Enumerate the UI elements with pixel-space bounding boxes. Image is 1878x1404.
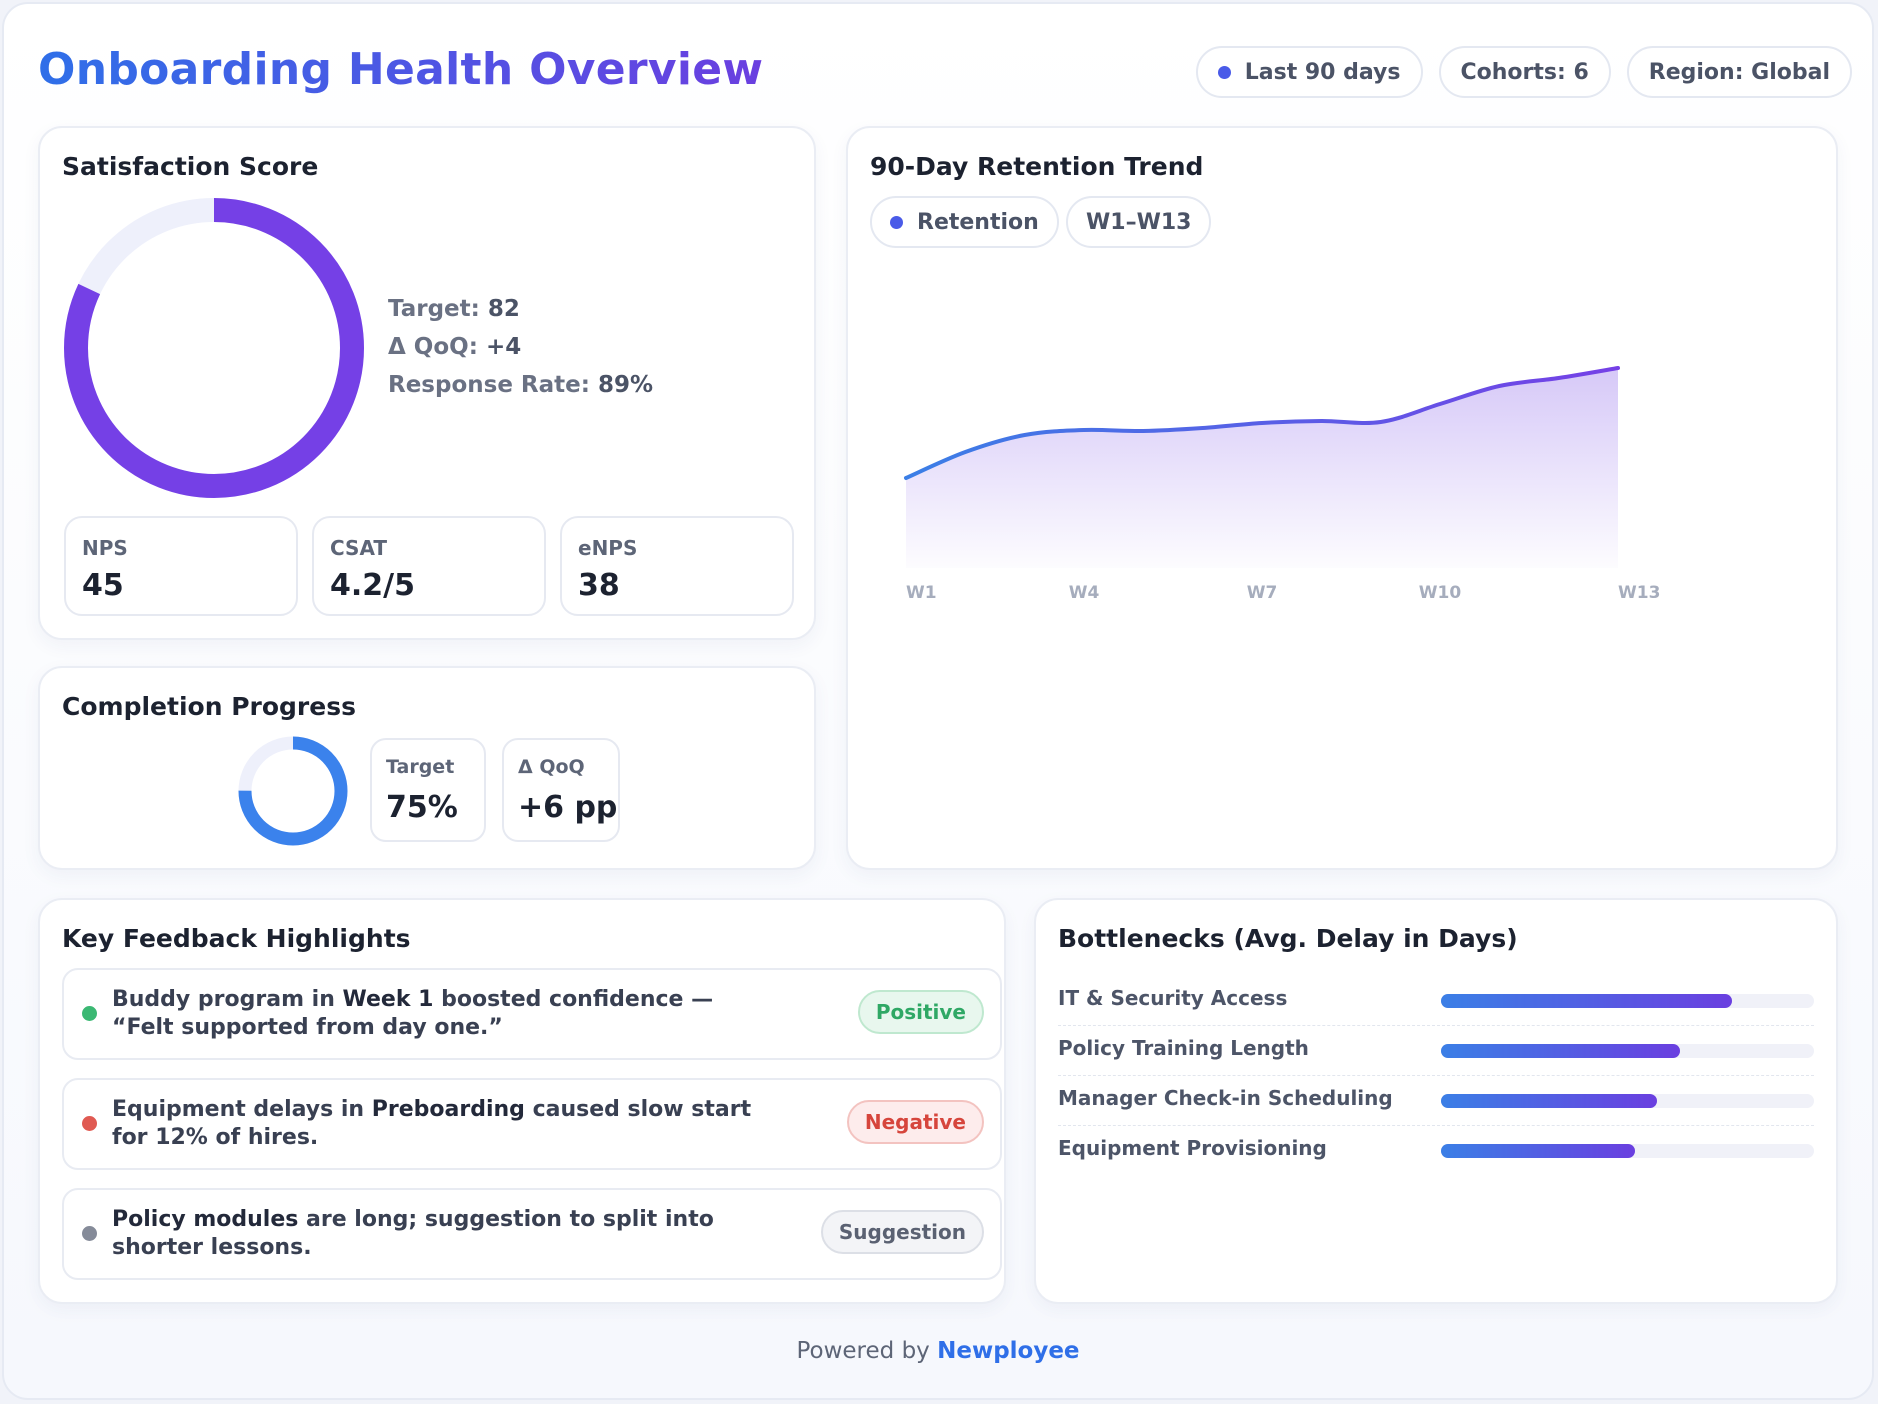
filter-cohorts-pill[interactable]: Cohorts: 6 (1438, 46, 1611, 98)
feedback-suggestion-dot-icon (82, 1226, 97, 1241)
bottleneck-bar (1441, 1094, 1658, 1108)
feedback-text: Policy modules are long; suggestion to s… (112, 1207, 714, 1260)
bottleneck-row: Manager Check-in Scheduling (1058, 1076, 1814, 1126)
metric-tile-enps: eNPS 38 (560, 516, 794, 616)
satisfaction-target: Target: 82 (388, 296, 520, 322)
bottleneck-row: IT & Security Access (1058, 976, 1814, 1026)
x-tick-label: W7 (1247, 583, 1278, 603)
x-tick-label: W4 (1069, 583, 1100, 603)
completion-card: Completion Progress Target 75% Δ QoQ +6 … (38, 666, 816, 870)
footer-prefix: Powered by (796, 1338, 930, 1364)
filter-region-label: Region: Global (1648, 59, 1830, 85)
filter-bar: Last 90 days Cohorts: 6 Region: Global (1195, 46, 1852, 98)
completion-qoq-label: Δ QoQ (518, 756, 585, 778)
footer: Powered by Newployee (4, 1338, 1872, 1364)
completion-target-box: Target 75% (370, 738, 486, 842)
bottleneck-bar (1441, 994, 1732, 1008)
retention-line (904, 366, 1620, 480)
feedback-positive-dot-icon (82, 1006, 97, 1021)
feedback-card: Key Feedback Highlights Buddy program in… (38, 898, 1006, 1304)
bottleneck-track (1441, 994, 1814, 1008)
metric-value: 45 (82, 568, 124, 603)
completion-donut-arc (238, 736, 348, 846)
feedback-item[interactable]: Equipment delays in Preboarding caused s… (62, 1078, 1002, 1170)
bottleneck-label: IT & Security Access (1058, 986, 1288, 1010)
metric-label: NPS (82, 536, 128, 560)
completion-target-label: Target (386, 756, 455, 778)
status-dot-icon (1217, 65, 1231, 79)
satisfaction-qoq: Δ QoQ: +4 (388, 334, 522, 360)
bottleneck-row: Policy Training Length (1058, 1026, 1814, 1076)
filter-period-pill[interactable]: Last 90 days (1195, 46, 1423, 98)
feedback-tag[interactable]: Positive (857, 990, 984, 1034)
metric-value: 4.2/5 (330, 568, 415, 603)
retention-card: 90-Day Retention Trend Retention W1–W13 … (846, 126, 1838, 870)
bottleneck-row: Equipment Provisioning (1058, 1126, 1814, 1176)
retention-legend-label: Retention (917, 209, 1039, 235)
metric-tile-csat: CSAT 4.2/5 (312, 516, 546, 616)
completion-title: Completion Progress (62, 692, 356, 721)
feedback-tag[interactable]: Suggestion (820, 1210, 984, 1254)
x-tick-label: W13 (1618, 583, 1660, 603)
footer-brand-link[interactable]: Newployee (937, 1338, 1080, 1364)
retention-range-label: W1–W13 (1086, 209, 1192, 235)
bottlenecks-title: Bottlenecks (Avg. Delay in Days) (1058, 924, 1518, 953)
bottleneck-track (1441, 1144, 1814, 1158)
bottlenecks-card: Bottlenecks (Avg. Delay in Days) IT & Se… (1034, 898, 1838, 1304)
retention-range-pill[interactable]: W1–W13 (1066, 196, 1212, 248)
bottleneck-bar (1441, 1044, 1680, 1058)
bottleneck-track (1441, 1094, 1814, 1108)
feedback-item[interactable]: Buddy program in Week 1 boosted confiden… (62, 968, 1002, 1060)
completion-target-value: 75% (386, 790, 458, 825)
metric-label: CSAT (330, 536, 388, 560)
filter-cohorts-label: Cohorts: 6 (1460, 59, 1589, 85)
feedback-text: Buddy program in Week 1 boosted confiden… (112, 987, 714, 1040)
x-tick-label: W1 (906, 583, 937, 603)
retention-title: 90-Day Retention Trend (870, 152, 1204, 181)
x-tick-label: W10 (1419, 583, 1462, 603)
feedback-text: Equipment delays in Preboarding caused s… (112, 1097, 752, 1150)
series-dot-icon (890, 215, 903, 229)
satisfaction-donut (64, 198, 364, 498)
bottleneck-track (1441, 1044, 1814, 1058)
filter-region-pill[interactable]: Region: Global (1626, 46, 1852, 98)
metric-tile-nps: NPS 45 (64, 516, 298, 616)
satisfaction-card: Satisfaction Score Target: 82 Δ QoQ: +4 … (38, 126, 816, 640)
completion-qoq-value: +6 pp (518, 790, 618, 825)
satisfaction-stats: Target: 82 Δ QoQ: +4 Response Rate: 89% (388, 290, 653, 404)
retention-area (906, 368, 1618, 568)
satisfaction-response-rate: Response Rate: 89% (388, 372, 654, 398)
filter-period-label: Last 90 days (1244, 59, 1401, 85)
retention-legend-pill[interactable]: Retention (870, 196, 1059, 248)
completion-donut (238, 736, 348, 846)
feedback-negative-dot-icon (82, 1116, 97, 1131)
page-title: Onboarding Health Overview (38, 44, 764, 95)
bottleneck-label: Equipment Provisioning (1058, 1136, 1327, 1160)
bottleneck-label: Manager Check-in Scheduling (1058, 1086, 1393, 1110)
metric-label: eNPS (578, 536, 638, 560)
metric-value: 38 (578, 568, 620, 603)
feedback-item[interactable]: Policy modules are long; suggestion to s… (62, 1188, 1002, 1280)
retention-chart: W1 W4 W7 W10 W13 (904, 366, 1660, 603)
feedback-title: Key Feedback Highlights (62, 924, 411, 953)
bottleneck-label: Policy Training Length (1058, 1036, 1309, 1060)
feedback-tag[interactable]: Negative (846, 1100, 984, 1144)
satisfaction-title: Satisfaction Score (62, 152, 319, 181)
completion-qoq-box: Δ QoQ +6 pp (502, 738, 620, 842)
bottleneck-bar (1441, 1144, 1635, 1158)
satisfaction-donut-arc (64, 198, 364, 498)
